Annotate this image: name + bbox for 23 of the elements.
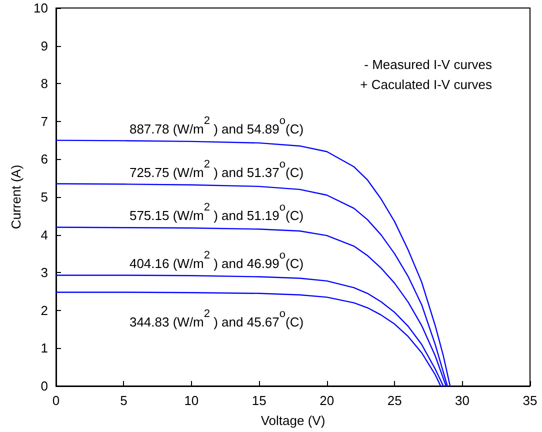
- y-axis-title: Current (A): [8, 164, 24, 230]
- x-axis-title: Voltage (V): [260, 413, 326, 428]
- y-tick-label: 3: [40, 265, 48, 280]
- x-tick-label: 30: [455, 393, 470, 408]
- annotation: - Measured I-V curves: [364, 57, 492, 72]
- annotation: + Caculated I-V curves: [360, 77, 492, 92]
- x-tick-label: 10: [184, 393, 199, 408]
- y-tick-label: 4: [40, 227, 48, 242]
- x-tick-label: 35: [522, 393, 538, 408]
- y-tick-label: 8: [40, 76, 48, 92]
- y-tick-label: 2: [40, 302, 48, 318]
- y-tick-label: 7: [40, 114, 48, 129]
- y-tick-label: 6: [40, 152, 48, 167]
- y-tick-label: 5: [40, 190, 48, 204]
- y-tick-label: 10: [34, 0, 48, 16]
- y-tick-label: 0: [40, 378, 48, 394]
- x-tick-label: 25: [387, 393, 402, 408]
- x-tick-label: 20: [320, 393, 334, 408]
- y-tick-label: 9: [40, 38, 48, 54]
- y-tick-label: 1: [40, 340, 48, 356]
- x-tick-label: 5: [120, 393, 128, 408]
- x-tick-label: 15: [252, 393, 266, 408]
- x-tick-label: 0: [52, 393, 60, 408]
